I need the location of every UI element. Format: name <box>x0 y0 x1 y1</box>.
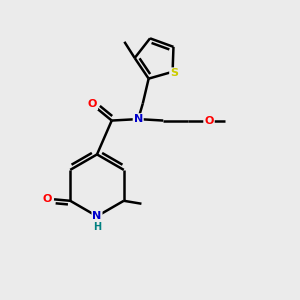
Text: O: O <box>43 194 52 204</box>
Text: S: S <box>170 68 178 78</box>
Text: O: O <box>88 99 97 110</box>
Text: H: H <box>93 222 101 233</box>
Text: O: O <box>205 116 214 126</box>
Text: N: N <box>134 114 143 124</box>
Text: N: N <box>92 211 102 221</box>
